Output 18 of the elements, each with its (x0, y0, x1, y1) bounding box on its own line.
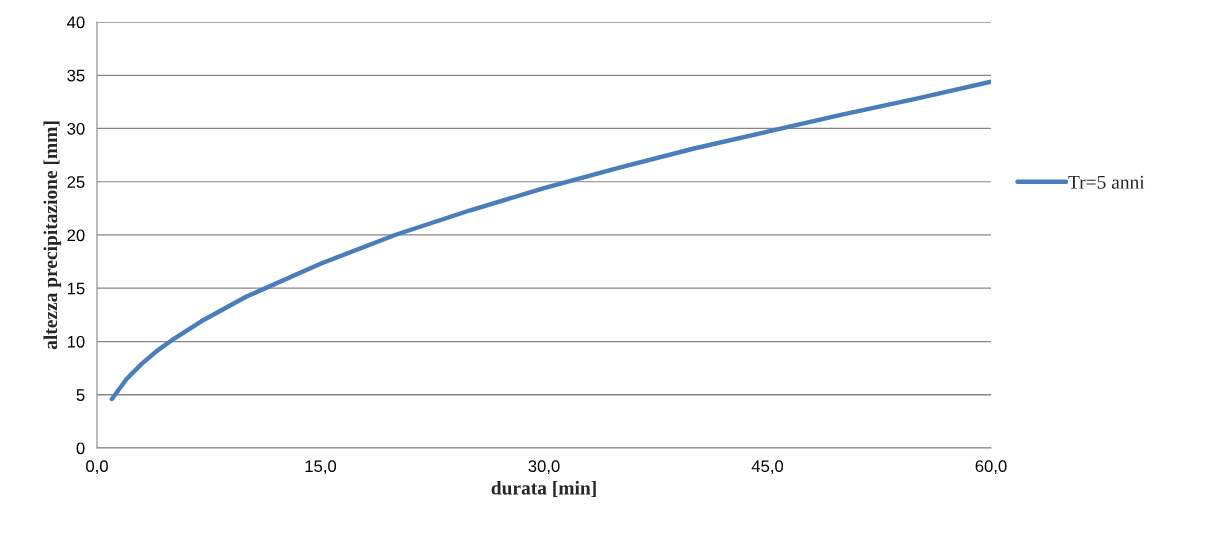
y-tick-label: 35 (67, 69, 85, 82)
y-tick-label: 10 (67, 335, 85, 348)
y-tick-label: 15 (67, 282, 85, 295)
y-tick-label: 5 (76, 389, 85, 401)
x-tick-label: 60,0 (975, 460, 1007, 475)
y-tick-label: 20 (67, 229, 85, 242)
y-tick-label: 30 (67, 122, 85, 135)
x-tick-label: 30,0 (528, 460, 560, 475)
legend-label: Tr=5 anni (1068, 175, 1145, 189)
y-tick-label: 0 (76, 442, 85, 455)
y-tick-label: 25 (67, 176, 85, 188)
y-tick-label: 40 (67, 16, 85, 29)
x-axis-title: durata [min] (491, 480, 596, 497)
line-series (109, 79, 991, 402)
y-axis-title: altezza precipitazione [mm] (43, 121, 62, 350)
x-tick-label: 15,0 (305, 460, 337, 475)
x-tick-label: 45,0 (751, 460, 784, 475)
x-tick-label: 0,0 (86, 460, 108, 475)
